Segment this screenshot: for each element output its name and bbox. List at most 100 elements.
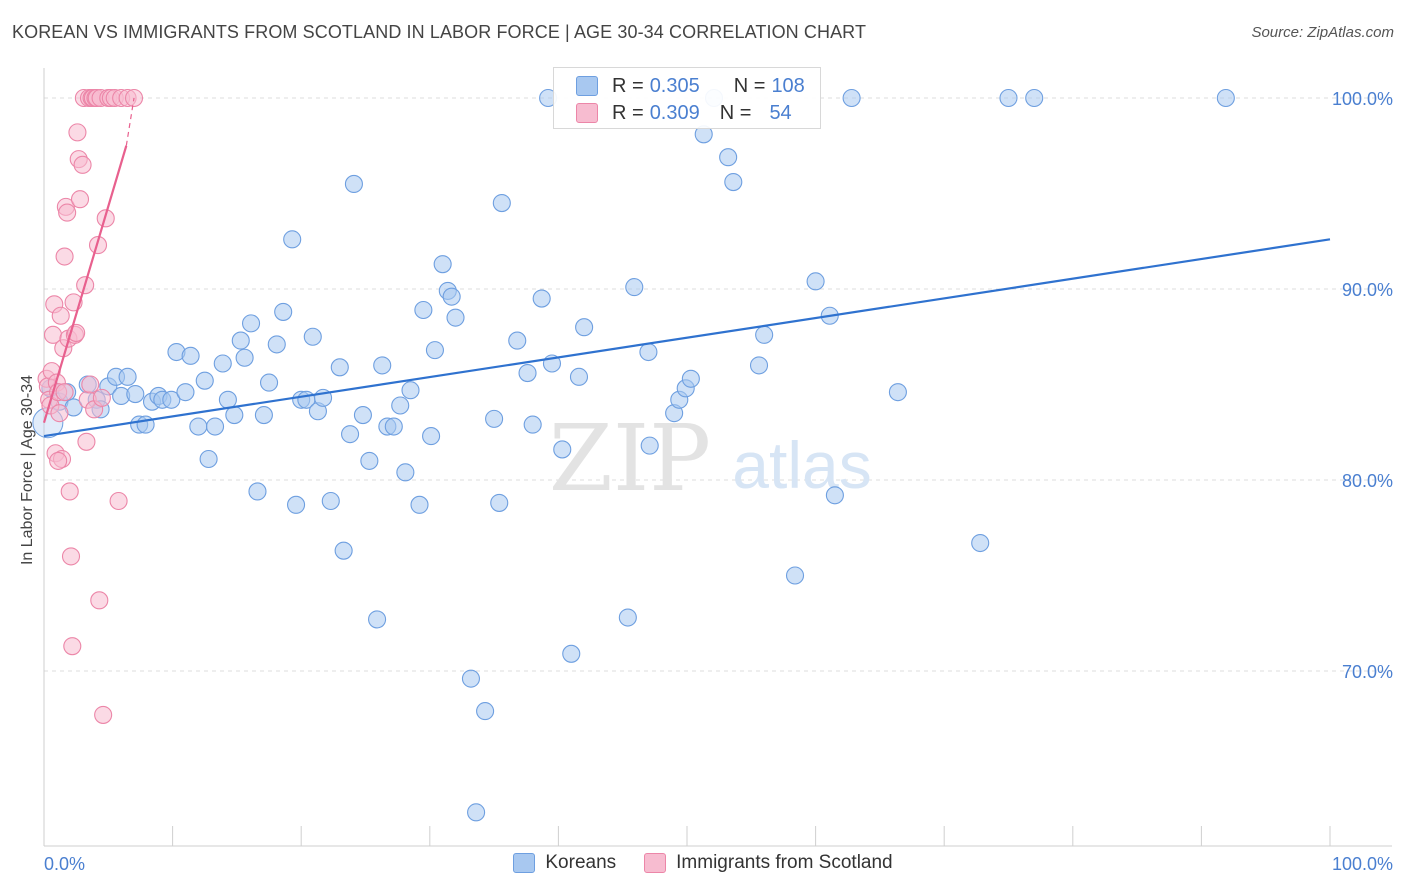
point-scotland: [92, 388, 111, 407]
trend-line-scotland-extension: [125, 97, 135, 146]
legend-r-value: 0.305: [649, 74, 700, 97]
y-axis-title: In Labor Force | Age 30-34: [19, 374, 36, 566]
point-koreans: [274, 302, 293, 321]
point-koreans: [532, 289, 551, 308]
point-scotland: [109, 491, 128, 511]
point-koreans: [1025, 88, 1044, 108]
point-koreans: [384, 417, 403, 436]
y-tick-label: 80.0%: [1342, 471, 1393, 491]
x-tick-label: 100.0%: [1332, 854, 1393, 874]
point-koreans: [825, 486, 844, 505]
point-scotland: [70, 190, 90, 209]
point-koreans: [553, 440, 572, 459]
point-koreans: [176, 383, 195, 402]
y-tick-label: 90.0%: [1342, 280, 1393, 300]
point-koreans: [341, 425, 360, 444]
point-koreans: [422, 427, 441, 446]
point-koreans: [618, 608, 637, 627]
point-koreans: [334, 541, 353, 560]
point-scotland: [88, 236, 108, 255]
point-scotland: [81, 375, 100, 394]
point-koreans: [225, 406, 244, 425]
point-koreans: [330, 358, 349, 377]
point-scotland: [61, 547, 81, 566]
point-koreans: [287, 495, 306, 514]
point-koreans: [971, 533, 990, 553]
point-scotland: [55, 247, 74, 266]
point-koreans: [492, 194, 511, 213]
legend-r-label: R =: [612, 101, 644, 124]
point-koreans: [442, 287, 461, 306]
legend-row-koreans: R = 0.305 N = 108: [576, 73, 805, 99]
point-koreans: [508, 331, 527, 350]
point-koreans: [569, 367, 589, 386]
legend-r-label: R =: [612, 74, 644, 97]
point-koreans: [724, 172, 743, 192]
legend-r-value: 0.309: [649, 101, 700, 124]
legend-row-scotland: R = 0.309 N = 54: [576, 100, 792, 126]
point-scotland: [73, 155, 92, 174]
point-koreans: [254, 406, 273, 425]
point-koreans: [162, 390, 181, 409]
point-koreans: [181, 346, 200, 365]
point-scotland: [94, 705, 113, 724]
point-koreans: [218, 390, 237, 409]
point-koreans: [248, 482, 267, 501]
trend-lines: [42, 97, 1331, 438]
point-koreans: [433, 255, 452, 274]
legend-n-label: N =: [733, 74, 766, 97]
point-koreans: [360, 451, 379, 470]
legend-swatch-scotland: [576, 103, 598, 123]
point-koreans: [575, 318, 594, 337]
point-koreans: [199, 449, 218, 469]
point-koreans: [235, 348, 254, 367]
point-koreans: [806, 272, 825, 291]
point-koreans: [639, 342, 658, 362]
point-scotland: [55, 383, 74, 402]
y-tick-label: 100.0%: [1332, 89, 1393, 109]
point-koreans: [490, 493, 509, 512]
legend-swatch-koreans: [513, 853, 536, 873]
point-scotland: [90, 591, 109, 610]
legend-n-value: 54: [769, 101, 792, 124]
axes: [43, 68, 1392, 847]
point-koreans: [267, 335, 286, 354]
y-tick-label: 70.0%: [1342, 662, 1393, 682]
point-koreans: [213, 354, 232, 373]
point-koreans: [425, 341, 444, 360]
legend-n-value: 108: [771, 74, 805, 97]
point-scotland: [51, 306, 70, 325]
tick-labels: 70.0% 80.0% 90.0% 100.0% 0.0% 100.0%: [44, 89, 1393, 874]
legend-item-koreans[interactable]: Koreans: [513, 852, 616, 874]
point-koreans: [1216, 88, 1235, 108]
point-koreans: [259, 373, 279, 392]
trend-line-scotland: [42, 145, 128, 424]
point-koreans: [749, 356, 769, 375]
point-koreans: [118, 367, 137, 386]
point-koreans: [446, 308, 465, 327]
point-koreans: [368, 610, 387, 629]
point-scotland: [60, 482, 79, 501]
point-scotland: [49, 451, 68, 470]
point-koreans: [562, 644, 581, 663]
legend-n-label: N =: [719, 101, 752, 124]
legend-item-scotland[interactable]: Immigrants from Scotland: [644, 852, 893, 874]
x-tick-label: 0.0%: [44, 854, 85, 874]
point-koreans: [625, 278, 644, 297]
point-scotland: [58, 203, 77, 222]
point-koreans: [414, 300, 433, 320]
series-immigrants-from-scotland: [37, 88, 144, 724]
point-koreans: [410, 495, 429, 514]
watermark-atlas: atlas: [732, 428, 871, 502]
point-koreans: [888, 383, 907, 402]
watermark-zip: ZIP: [549, 405, 711, 512]
point-koreans: [785, 566, 805, 585]
gridlines: [44, 97, 1392, 672]
correlation-legend: R = 0.305 N = 108 R = 0.309 N = 54: [553, 67, 821, 129]
point-koreans: [321, 491, 340, 511]
point-koreans: [681, 369, 700, 388]
point-scotland: [68, 123, 87, 142]
point-koreans: [467, 803, 486, 822]
chart-title: KOREAN VS IMMIGRANTS FROM SCOTLAND IN LA…: [12, 22, 867, 42]
